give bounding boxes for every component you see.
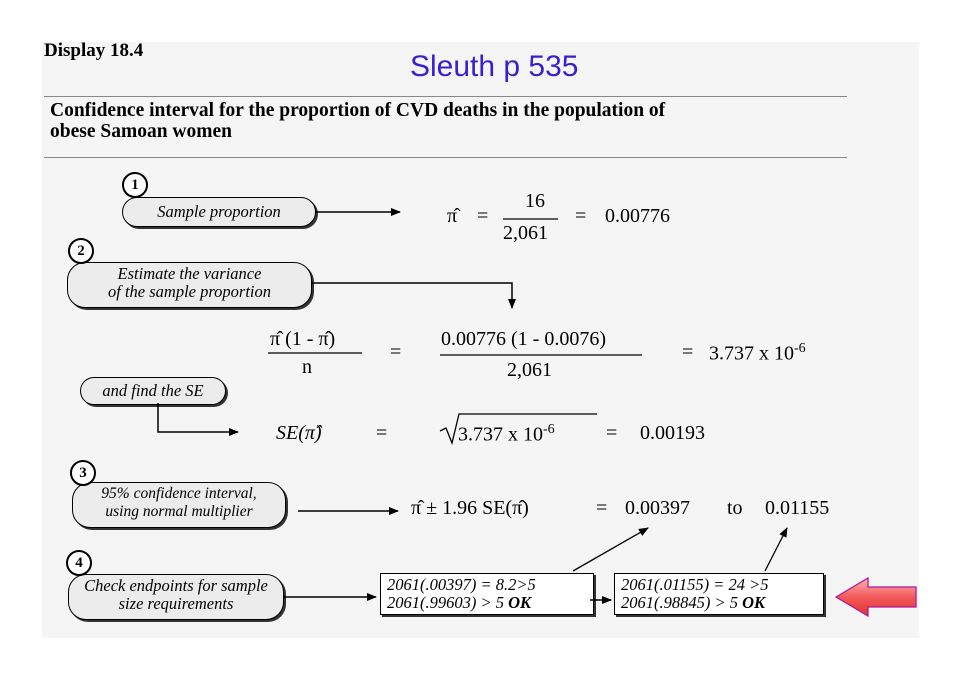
check-lower-line-1: 2061(.00397) = 8.2>5 xyxy=(387,575,536,594)
slide-panel xyxy=(42,42,919,638)
step4-pill: Check endpoints for sample size requirem… xyxy=(68,574,284,620)
step3-line-2: using normal multiplier xyxy=(105,503,253,520)
f2-result-base: 3.737 x 10 xyxy=(709,342,794,365)
f2-equals-2: = xyxy=(682,341,694,363)
step3-line-1: 95% confidence interval, xyxy=(101,485,257,502)
check-lower-ok: OK xyxy=(508,593,532,612)
step2-arrow xyxy=(311,282,516,309)
title-line-2: obese Samoan women xyxy=(50,121,233,142)
f2-left-denominator: n xyxy=(302,356,312,378)
step2-line-2: of the sample proportion xyxy=(107,282,271,301)
f4-lower: 0.00397 xyxy=(625,497,690,519)
check-upper-ok: OK xyxy=(742,593,766,612)
step1-pill: Sample proportion xyxy=(122,197,316,227)
check-upper-line-2: 2061(.98845) > 5 OK xyxy=(621,594,817,612)
display-label: Display 18.4 xyxy=(44,40,144,61)
check-box-upper: 2061(.01155) = 24 >5 2061(.98845) > 5 OK xyxy=(614,573,824,615)
f3-radicand-base: 3.737 x 10 xyxy=(458,423,543,446)
step2-line-1: Estimate the variance xyxy=(117,264,262,283)
figure-title: Confidence interval for the proportion o… xyxy=(50,100,665,142)
f3-equals: = xyxy=(376,422,388,444)
f3-left: SE(π̂) xyxy=(276,422,322,444)
check-box-lower: 2061(.00397) = 8.2>5 2061(.99603) > 5 OK xyxy=(380,573,594,615)
f1-numerator: 16 xyxy=(525,190,545,212)
step4-number-badge: 4 xyxy=(66,550,92,576)
f3-radical-sign xyxy=(439,413,597,446)
check-lower-line-2-text: 2061(.99603) > 5 xyxy=(387,593,504,612)
top-rule xyxy=(44,96,847,97)
f3-result: 0.00193 xyxy=(640,422,705,444)
step1-number-badge: 1 xyxy=(122,172,148,198)
check-lower-line-2: 2061(.99603) > 5 OK xyxy=(387,594,587,612)
step4-line-2: size requirements xyxy=(118,594,234,613)
f3-radicand-exponent: -6 xyxy=(543,422,555,437)
step2-number-badge: 2 xyxy=(68,238,94,264)
f3-equals-2: = xyxy=(606,422,618,444)
left-arrow-pointer-icon xyxy=(834,576,917,618)
step2-pill: Estimate the variance of the sample prop… xyxy=(67,262,312,308)
step2b-pill: and find the SE xyxy=(80,377,226,405)
upper-endpoint-arrow xyxy=(764,527,788,572)
step2b-arrow xyxy=(157,403,239,436)
f2-left-numerator: π̂ (1 - π̂) xyxy=(270,328,336,350)
step2b-label: and find the SE xyxy=(102,381,204,400)
f2-mid-denominator: 2,061 xyxy=(507,359,552,381)
f1-result: 0.00776 xyxy=(605,205,670,227)
f1-equals: = xyxy=(477,205,489,227)
step3-number-badge: 3 xyxy=(70,460,96,486)
f3-radicand: 3.737 x 10-6 xyxy=(458,422,555,447)
check-upper-line-1: 2061(.01155) = 24 >5 xyxy=(621,575,769,594)
f2-equals: = xyxy=(390,341,402,363)
title-line-1: Confidence interval for the proportion o… xyxy=(50,100,666,121)
f4-equals: = xyxy=(596,497,608,519)
f1-equals-2: = xyxy=(575,205,587,227)
slide-title: Sleuth p 535 xyxy=(410,50,579,83)
f2-result-exponent: -6 xyxy=(794,341,806,356)
f4-upper: 0.01155 xyxy=(765,497,830,519)
f2-mid-numerator: 0.00776 (1 - 0.0076) xyxy=(441,328,606,350)
lower-endpoint-arrow xyxy=(572,527,649,572)
title-rule xyxy=(44,157,847,158)
f1-pihat: π̂ xyxy=(447,205,458,227)
step1-label: Sample proportion xyxy=(157,202,281,221)
f4-to: to xyxy=(727,497,743,519)
f2-result: 3.737 x 10-6 xyxy=(709,341,806,366)
step3-pill: 95% confidence interval, using normal mu… xyxy=(72,482,286,528)
f1-denominator: 2,061 xyxy=(503,222,548,244)
check-upper-line-2-text: 2061(.98845) > 5 xyxy=(621,593,738,612)
f4-expression: π̂ ± 1.96 SE(π̂) xyxy=(411,497,529,519)
step4-line-1: Check endpoints for sample xyxy=(84,576,268,595)
